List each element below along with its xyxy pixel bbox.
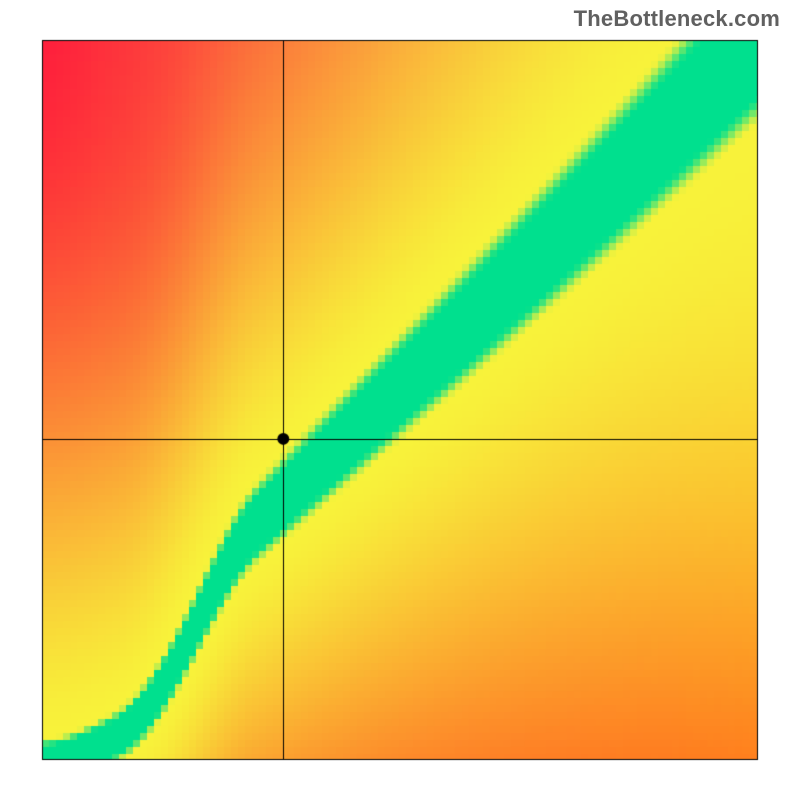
watermark-text: TheBottleneck.com bbox=[574, 6, 780, 32]
bottleneck-heatmap bbox=[0, 0, 800, 800]
